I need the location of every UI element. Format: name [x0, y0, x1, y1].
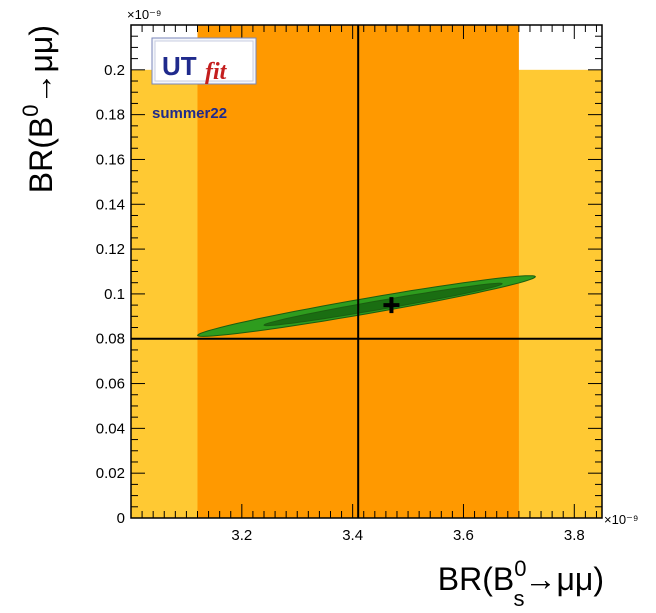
utfit-logo: UT fit summer22 — [151, 37, 257, 122]
y-tick-label: 0.02 — [96, 465, 125, 482]
y-tick-label: 0.1 — [104, 286, 125, 303]
x-axis-ticks: 3.2 3.4 3.6 3.8 — [130, 25, 597, 544]
x-tick-label: 3.8 — [564, 527, 585, 544]
y-tick-label: 0.06 — [96, 376, 125, 393]
central-value-marker — [383, 297, 400, 314]
y-tick-label: 0.12 — [96, 241, 125, 258]
y-tick-label: 0.18 — [96, 107, 125, 124]
logo-inner-box — [154, 40, 254, 82]
reference-lines — [131, 25, 602, 518]
x-tick-label: 3.6 — [453, 527, 474, 544]
y-axis-title: BR(B0→μμ) — [18, 25, 59, 193]
y-tick-label: 0.2 — [104, 62, 125, 79]
y-tick-label: 0 — [117, 510, 125, 527]
bands-layer — [131, 25, 602, 519]
y-tick-label: 0.16 — [96, 151, 125, 168]
x-tick-label: 3.4 — [342, 527, 363, 544]
y-tick-label: 0.14 — [96, 196, 125, 213]
logo-season: summer22 — [152, 105, 227, 122]
y-axis-exponent: ×10⁻⁹ — [127, 7, 161, 22]
y-tick-label: 0.08 — [96, 331, 125, 348]
x-axis-exponent: ×10⁻⁹ — [604, 512, 638, 527]
y-tick-label: 0.04 — [96, 420, 125, 437]
x-axis-title: BR(B0 s→μμ) — [438, 556, 604, 611]
ellipses-layer — [196, 275, 537, 337]
logo-main: UT — [162, 51, 197, 81]
x-tick-label: 3.2 — [231, 527, 252, 544]
ellipse-inner — [263, 282, 503, 327]
logo-sub: fit — [205, 59, 228, 85]
y-axis-ticks: 0 0.02 0.04 0.06 0.08 0.1 0.12 0.14 0.16 0.18 0.2 — [96, 24, 602, 527]
